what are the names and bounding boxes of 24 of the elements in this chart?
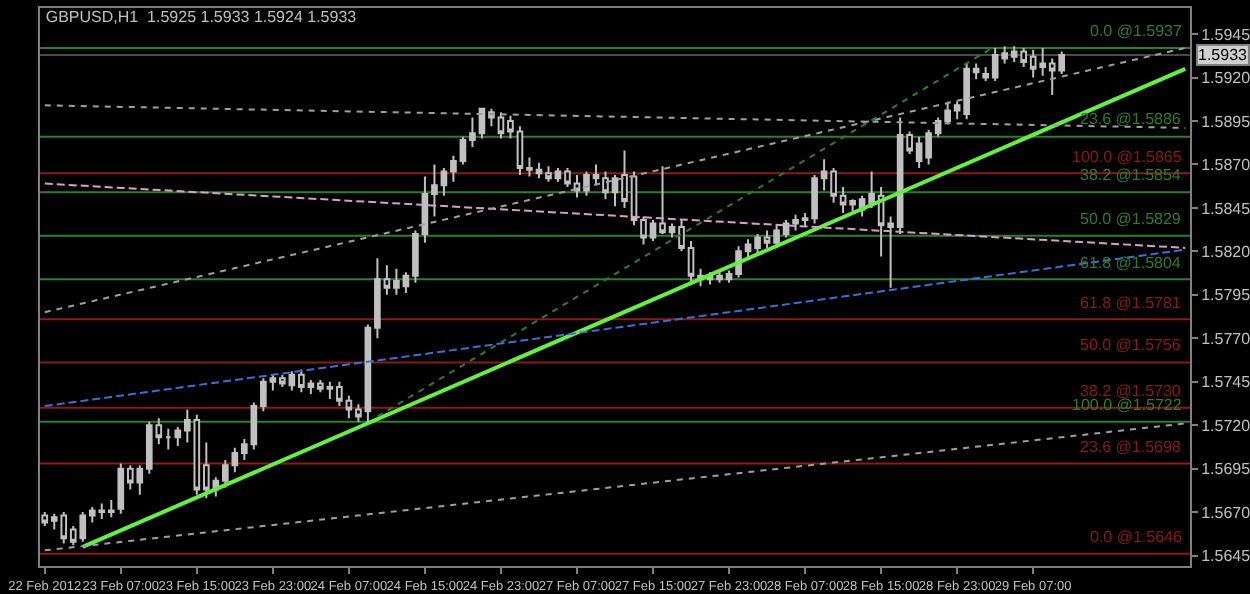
ref-line-label: 0.0 @1.5937: [1090, 22, 1183, 40]
ref-line-label: 61.8 @1.5781: [1080, 294, 1182, 312]
ref-line-label: 50.0 @1.5829: [1080, 210, 1182, 228]
y-tick-label: 1.5770: [1201, 329, 1250, 348]
y-tick-label: 1.5745: [1201, 373, 1250, 392]
y-tick-label: 1.5795: [1201, 286, 1250, 305]
ref-line-label: 23.6 @1.5698: [1080, 438, 1182, 456]
y-tick-label: 1.5670: [1201, 503, 1250, 522]
y-tick-label: 1.5920: [1201, 69, 1250, 88]
text: 1.5933: [1198, 46, 1249, 64]
ref-line-label: 100.0 @1.5865: [1072, 148, 1183, 166]
y-tick-label: 1.5895: [1201, 112, 1250, 131]
y-tick-label: 1.5870: [1201, 156, 1250, 175]
ref-line-label: 0.0 @1.5646: [1090, 528, 1183, 546]
y-tick-label: 1.5945: [1201, 25, 1250, 44]
ref-line-label: 23.6 @1.5886: [1080, 110, 1182, 128]
y-tick-label: 1.5695: [1201, 460, 1250, 479]
ref-line-label: 50.0 @1.5756: [1080, 336, 1182, 354]
ref-line-label: 38.2 @1.5730: [1080, 382, 1182, 400]
y-tick-label: 1.5845: [1201, 199, 1250, 218]
y-tick-label: 1.5645: [1201, 547, 1250, 566]
y-tick-label: 1.5720: [1201, 416, 1250, 435]
chart-title: GBPUSD,H1 1.5925 1.5933 1.5924 1.5933: [45, 7, 358, 26]
y-tick-label: 1.5820: [1201, 242, 1250, 261]
